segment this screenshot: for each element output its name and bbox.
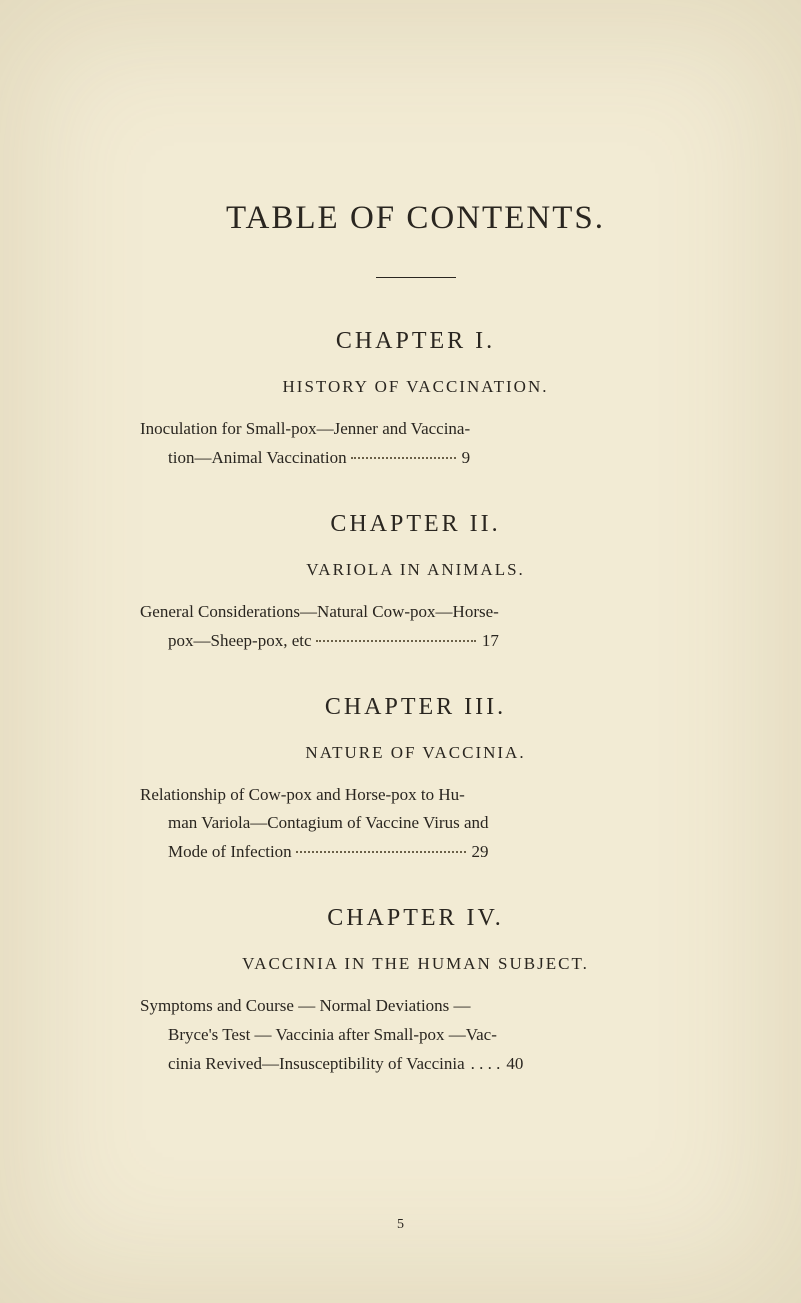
chapter-title-3: CHAPTER III. xyxy=(140,694,691,721)
page-number: 29 xyxy=(472,838,489,867)
page-number: 17 xyxy=(482,627,499,656)
entry-text: Relationship of Cow-pox and Horse-pox to… xyxy=(140,781,489,868)
entry-line: pox—Sheep-pox, etc xyxy=(140,627,312,656)
title-divider xyxy=(376,277,456,278)
toc-entry-2: General Considerations—Natural Cow-pox—H… xyxy=(140,598,691,656)
chapter-subtitle-4: VACCINIA IN THE HUMAN SUBJECT. xyxy=(140,954,691,974)
page-number: 40 xyxy=(506,1050,523,1079)
toc-entry-3: Relationship of Cow-pox and Horse-pox to… xyxy=(140,781,691,868)
toc-entry-4: Symptoms and Course — Normal Deviations … xyxy=(140,992,691,1079)
toc-entry-1: Inoculation for Small-pox—Jenner and Vac… xyxy=(140,415,691,473)
entry-text: Inoculation for Small-pox—Jenner and Vac… xyxy=(140,415,470,473)
chapter-title-2: CHAPTER II. xyxy=(140,511,691,538)
entry-line: tion—Animal Vaccination xyxy=(140,444,347,473)
leader-dots xyxy=(296,851,466,853)
page-number: 9 xyxy=(462,444,471,473)
chapter-title-1: CHAPTER I. xyxy=(140,328,691,355)
entry-line: cinia Revived—Insusceptibility of Vaccin… xyxy=(140,1050,465,1079)
chapter-subtitle-3: NATURE OF VACCINIA. xyxy=(140,743,691,763)
entry-line: Bryce's Test — Vaccinia after Small-pox … xyxy=(140,1021,523,1050)
chapter-title-4: CHAPTER IV. xyxy=(140,905,691,932)
leader-short: . . . . xyxy=(465,1050,507,1079)
entry-text: Symptoms and Course — Normal Deviations … xyxy=(140,992,523,1079)
footer-page-number: 5 xyxy=(0,1217,801,1233)
entry-line: Symptoms and Course — Normal Deviations … xyxy=(140,992,523,1021)
entry-text: General Considerations—Natural Cow-pox—H… xyxy=(140,598,499,656)
leader-dots xyxy=(316,640,476,642)
chapter-subtitle-2: VARIOLA IN ANIMALS. xyxy=(140,560,691,580)
entry-line: Inoculation for Small-pox—Jenner and Vac… xyxy=(140,415,470,444)
page-container: TABLE OF CONTENTS. CHAPTER I. HISTORY OF… xyxy=(0,0,801,1303)
entry-line: man Variola—Contagium of Vaccine Virus a… xyxy=(140,809,489,838)
entry-line: Relationship of Cow-pox and Horse-pox to… xyxy=(140,781,489,810)
leader-dots xyxy=(351,457,456,459)
entry-line: Mode of Infection xyxy=(140,838,292,867)
entry-line: General Considerations—Natural Cow-pox—H… xyxy=(140,598,499,627)
main-title: TABLE OF CONTENTS. xyxy=(140,200,691,237)
chapter-subtitle-1: HISTORY OF VACCINATION. xyxy=(140,377,691,397)
